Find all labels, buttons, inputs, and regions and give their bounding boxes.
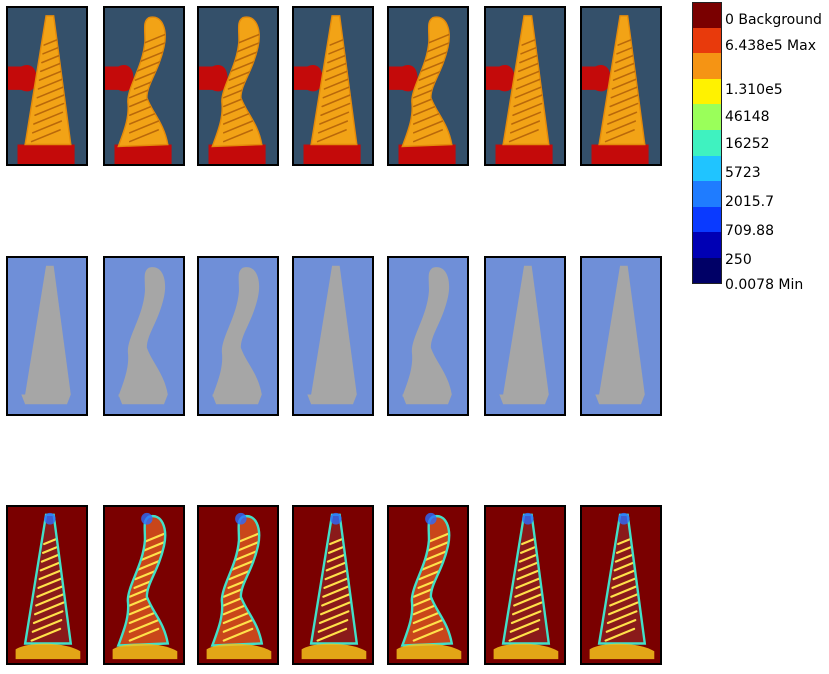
heatmap-row-panel-1 [6,505,88,665]
legend-label: 5723 [725,165,761,181]
segmentation-row-panel-2 [103,256,185,416]
photo-row-panel-5 [387,6,469,166]
legend-swatch [692,181,722,208]
legend-item [692,232,829,260]
segmentation-row-panel-6 [484,256,566,416]
photo-image [389,8,467,164]
heatmap-image [389,507,467,663]
photo-row-panel-2 [103,6,185,166]
heatmap-row-panel-7 [580,505,662,665]
heatmap-image [105,507,183,663]
legend-label: 46148 [725,109,770,125]
photo-row-panel-6 [484,6,566,166]
legend-swatch [692,258,722,284]
heatmap-row-panel-6 [484,505,566,665]
photo-row-panel-1 [6,6,88,166]
photo-image [582,8,660,164]
segmentation-image [8,258,86,414]
heatmap-image [294,507,372,663]
segmentation-image [105,258,183,414]
photo-row-panel-3 [197,6,279,166]
segmentation-row-panel-3 [197,256,279,416]
legend-label: 16252 [725,136,770,152]
legend-label: 6.438e5 Max [725,38,816,54]
legend-swatch [692,27,722,54]
heatmap-image [582,507,660,663]
photo-image [294,8,372,164]
segmentation-image [294,258,372,414]
legend-swatch [692,2,722,28]
segmentation-image [199,258,277,414]
segmentation-row-panel-7 [580,256,662,416]
legend-swatch [692,53,722,80]
photo-image [105,8,183,164]
legend-swatch [692,104,722,131]
heatmap-row-panel-2 [103,505,185,665]
photo-image [486,8,564,164]
legend-item [692,53,829,81]
legend-item [692,181,829,209]
segmentation-image [389,258,467,414]
heatmap-image [486,507,564,663]
legend-label: 709.88 [725,223,774,239]
heatmap-row-panel-4 [292,505,374,665]
segmentation-row-panel-1 [6,256,88,416]
segmentation-row-panel-4 [292,256,374,416]
legend-label: 1.310e5 [725,82,783,98]
legend-swatch [692,232,722,259]
legend-swatch [692,206,722,233]
photo-row-panel-4 [292,6,374,166]
legend-swatch [692,78,722,105]
heatmap-row-panel-3 [197,505,279,665]
legend-label: 0 Background [725,12,822,28]
legend-label: 250 [725,252,752,268]
heatmap-row-panel-5 [387,505,469,665]
legend-item [692,130,829,158]
photo-row-panel-7 [580,6,662,166]
legend-label: 0.0078 Min [725,277,804,293]
segmentation-image [582,258,660,414]
heatmap-image [8,507,86,663]
segmentation-row-panel-5 [387,256,469,416]
photo-image [8,8,86,164]
heatmap-image [199,507,277,663]
legend-item [692,155,829,184]
legend-label: 2015.7 [725,194,774,210]
photo-image [199,8,277,164]
segmentation-image [486,258,564,414]
legend-item [692,27,829,56]
legend-swatch [692,130,722,156]
legend-swatch [692,155,722,182]
